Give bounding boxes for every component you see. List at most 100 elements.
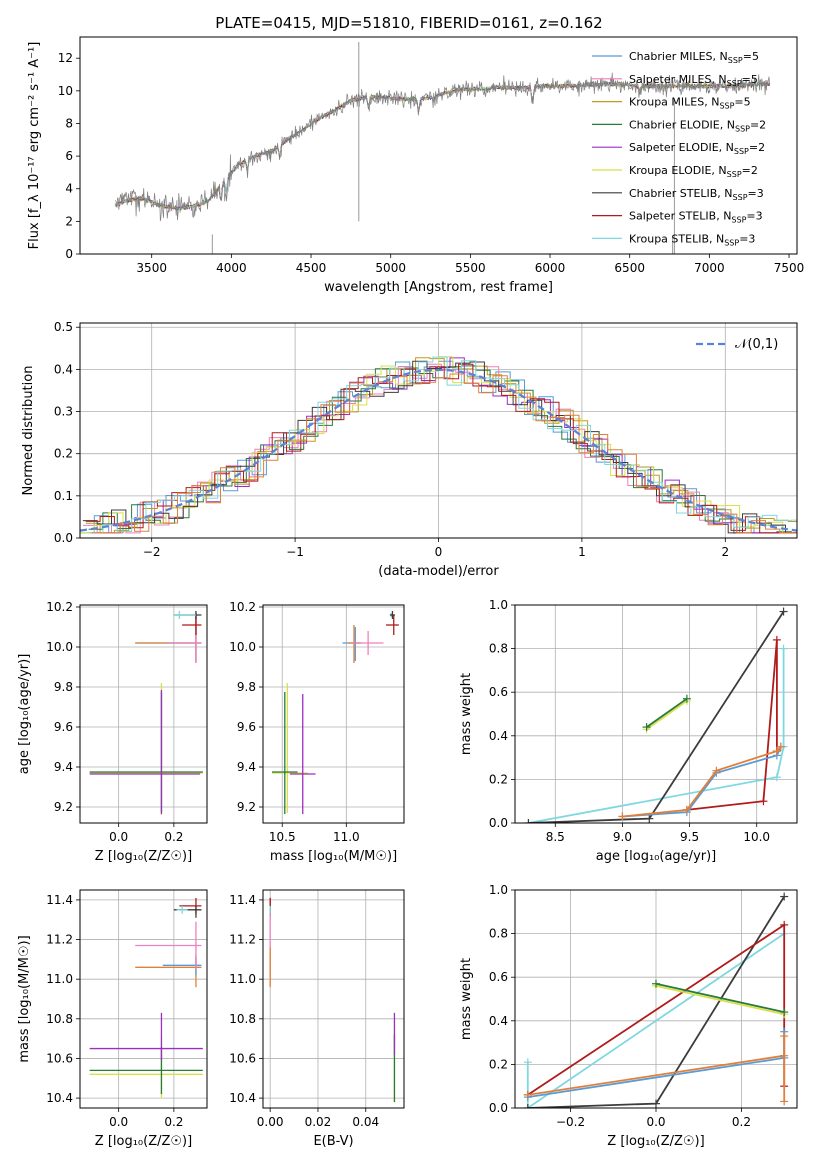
errorbar-point bbox=[135, 615, 202, 661]
y-tick-label: 1.0 bbox=[489, 883, 508, 897]
axes-frame bbox=[79, 604, 208, 824]
weight-line-1 bbox=[528, 611, 785, 823]
x-tick-label: −2 bbox=[143, 545, 161, 559]
axes-frame bbox=[79, 889, 208, 1109]
y-tick-label: 10 bbox=[58, 84, 73, 98]
x-tick-label: 4500 bbox=[296, 261, 327, 275]
weight-marker bbox=[652, 1099, 660, 1108]
weight-marker bbox=[772, 635, 781, 644]
y-tick-label: 8 bbox=[65, 116, 73, 130]
legend: 𝒩(0,1) bbox=[696, 337, 778, 352]
errorbar-point bbox=[135, 921, 202, 970]
errorbar-point bbox=[342, 627, 362, 661]
gridlines bbox=[263, 605, 404, 823]
x-tick-label: 5500 bbox=[455, 261, 486, 275]
errorbar-point bbox=[89, 1012, 203, 1061]
weight-marker bbox=[780, 1097, 789, 1106]
weight-line-2 bbox=[686, 639, 778, 811]
x-tick-label: 0.2 bbox=[732, 1115, 751, 1129]
weight-marker bbox=[780, 920, 789, 929]
errorbar-point bbox=[352, 631, 384, 655]
y-tick-label: 4 bbox=[65, 182, 73, 196]
errorbar-point bbox=[389, 611, 396, 619]
plot-area bbox=[89, 611, 203, 815]
gridlines bbox=[80, 890, 207, 1108]
x-tick-label: 0 bbox=[435, 545, 443, 559]
y-tick-label: 12 bbox=[58, 51, 73, 65]
x-axis-label: mass [log₁₀(M/M☉)] bbox=[270, 849, 397, 864]
y-tick-label: 9.8 bbox=[54, 680, 73, 694]
x-tick-label: 10.0 bbox=[743, 830, 770, 844]
y-tick-label: 9.6 bbox=[237, 720, 256, 734]
weight-marker bbox=[712, 766, 721, 775]
y-tick-label: 6 bbox=[65, 149, 73, 163]
y-tick-label: 0.4 bbox=[489, 729, 508, 743]
y-tick-label: 0.6 bbox=[489, 970, 508, 984]
gridlines bbox=[515, 604, 797, 824]
errorbar-point bbox=[89, 683, 203, 815]
y-tick-label: 0.4 bbox=[54, 362, 73, 376]
errorbar-point bbox=[135, 957, 202, 988]
y-axis-label: Flux [f_λ 10⁻¹⁷ erg cm⁻² s⁻¹ A⁻¹] bbox=[27, 42, 42, 250]
residual-histogram-6 bbox=[82, 360, 797, 534]
errorbar-point bbox=[89, 1034, 203, 1099]
weight-marker bbox=[682, 694, 691, 703]
legend-entry: 𝒩(0,1) bbox=[735, 337, 778, 352]
y-tick-label: 9.2 bbox=[237, 800, 256, 814]
y-tick-label: 9.4 bbox=[237, 760, 256, 774]
errorbar-point bbox=[173, 905, 202, 918]
y-tick-label: 11.4 bbox=[229, 893, 256, 907]
x-tick-label: 0.0 bbox=[109, 1115, 128, 1129]
y-tick-label: 10.6 bbox=[46, 1051, 73, 1065]
y-tick-label: 0.5 bbox=[54, 320, 73, 334]
x-tick-label: 0.2 bbox=[164, 830, 183, 844]
axes-frame bbox=[514, 889, 798, 1109]
x-tick-label: −1 bbox=[286, 545, 304, 559]
gridlines bbox=[263, 890, 404, 1108]
weight-marker bbox=[524, 819, 533, 823]
weight-marker bbox=[772, 747, 781, 756]
residual-histogram-5 bbox=[80, 356, 797, 534]
legend-entry: Salpeter STELIB, NSSP=3 bbox=[629, 210, 763, 225]
weight-line-6 bbox=[655, 982, 785, 1013]
y-tick-label: 0.8 bbox=[489, 927, 508, 941]
x-axis-label: E(B-V) bbox=[313, 1134, 353, 1149]
y-tick-label: 0.0 bbox=[489, 1101, 508, 1115]
axes-frame bbox=[79, 322, 798, 539]
weight-marker bbox=[652, 979, 660, 988]
y-tick-label: 10.8 bbox=[46, 1012, 73, 1026]
errorbar-point bbox=[386, 615, 399, 635]
x-tick-label: 3500 bbox=[136, 261, 167, 275]
x-tick-label: 6000 bbox=[535, 261, 566, 275]
y-tick-label: 11.4 bbox=[46, 893, 73, 907]
legend-entry: Chabrier ELODIE, NSSP=2 bbox=[629, 118, 766, 133]
weight-line-0 bbox=[528, 648, 785, 823]
y-tick-label: 10.0 bbox=[229, 640, 256, 654]
y-tick-label: 0.1 bbox=[54, 489, 73, 503]
plot-area bbox=[269, 897, 396, 1103]
errorbar-point bbox=[89, 692, 203, 812]
y-tick-label: 0.0 bbox=[54, 531, 73, 545]
y-axis-label: mass weight bbox=[459, 673, 474, 755]
weight-marker bbox=[780, 1008, 789, 1017]
y-tick-label: 1.0 bbox=[489, 598, 508, 612]
errorbar-point bbox=[173, 611, 196, 619]
panel-age_vs_mass: 10.5 11.0 9.2 9.4 9.6 9.8 10.0 10.2 mass [log₁₀(… bbox=[229, 600, 405, 864]
y-axis-label: mass [log₁₀(M/M☉)] bbox=[17, 935, 32, 1062]
x-axis-label: Z [log₁₀(Z/Z☉)] bbox=[607, 1134, 704, 1149]
panel-mass_vs_EBV: 0.00 0.02 0.04 10.4 10.6 10.8 11.0 11.2 11.4 E(B-… bbox=[229, 889, 405, 1149]
legend-entry: Kroupa MILES, NSSP=5 bbox=[629, 96, 751, 111]
plot-area bbox=[89, 897, 203, 1099]
y-tick-label: 0.2 bbox=[489, 1057, 508, 1071]
x-tick-label: 9.5 bbox=[680, 830, 699, 844]
plot-area bbox=[80, 356, 797, 534]
x-tick-label: 5000 bbox=[375, 261, 406, 275]
weight-line-0 bbox=[526, 932, 785, 1108]
weight-marker bbox=[682, 805, 691, 814]
chart-title: PLATE=0415, MJD=51810, FIBERID=0161, z=0… bbox=[215, 14, 602, 32]
plot-area bbox=[524, 607, 788, 823]
axes-frame bbox=[514, 604, 798, 824]
y-tick-label: 10.4 bbox=[46, 1091, 73, 1105]
legend-entry: Salpeter MILES, NSSP=5 bbox=[629, 73, 758, 88]
